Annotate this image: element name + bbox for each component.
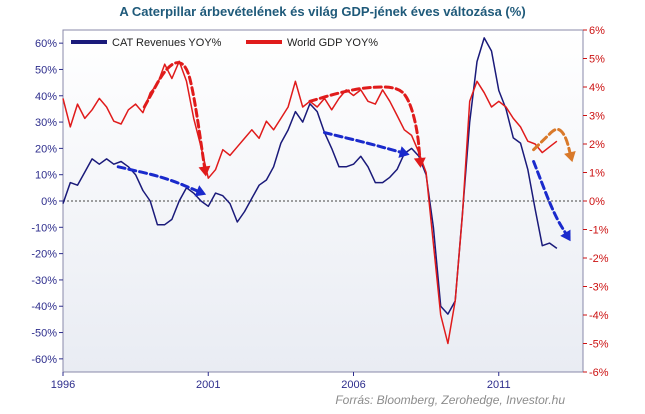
trend-arrowhead-1 bbox=[413, 157, 426, 168]
tick-label-right: 5% bbox=[589, 54, 605, 66]
trend-arrow-0 bbox=[142, 61, 207, 174]
tick-label-left: 20% bbox=[35, 143, 57, 155]
tick-label-right: 1% bbox=[589, 168, 605, 180]
tick-label-right: -1% bbox=[589, 225, 609, 237]
tick-label-left: -60% bbox=[31, 354, 57, 366]
trend-arrow-5 bbox=[532, 127, 573, 160]
tick-label-right: 0% bbox=[589, 196, 605, 208]
tick-label-right: 6% bbox=[589, 25, 605, 37]
trend-arrowhead-5 bbox=[564, 150, 576, 163]
tick-label-right: -4% bbox=[589, 310, 609, 322]
tick-label-right: 3% bbox=[589, 111, 605, 123]
tick-label-left: 50% bbox=[35, 64, 57, 76]
tick-label-left: 40% bbox=[35, 91, 57, 103]
trend-arrowhead-2 bbox=[194, 185, 207, 197]
tick-label-right: -6% bbox=[589, 367, 609, 379]
tick-label-right: -2% bbox=[589, 253, 609, 265]
legend: CAT Revenues YOY% World GDP YOY% bbox=[71, 37, 378, 49]
tick-label-left: -20% bbox=[31, 249, 57, 261]
trend-arrowhead-4 bbox=[560, 229, 571, 242]
tick-label-left: 60% bbox=[35, 38, 57, 50]
tick-label-right: 4% bbox=[589, 82, 605, 94]
tick-label-left: -30% bbox=[31, 275, 57, 287]
legend-label-gdp: World GDP YOY% bbox=[287, 37, 378, 49]
trend-arrow-3 bbox=[323, 131, 408, 156]
tick-label-left: -40% bbox=[31, 301, 57, 313]
tick-label-right: -5% bbox=[589, 339, 609, 351]
series-line-cat-revenues bbox=[62, 37, 558, 315]
source-note: Forrás: Bloomberg, Zerohedge, Investor.h… bbox=[335, 393, 565, 407]
tick-label-left: 10% bbox=[35, 170, 57, 182]
trend-arrow-1 bbox=[308, 85, 422, 166]
tick-label-left: 30% bbox=[35, 117, 57, 129]
tick-label-left: 0% bbox=[41, 196, 57, 208]
tick-label-right: -3% bbox=[589, 282, 609, 294]
legend-label-cat: CAT Revenues YOY% bbox=[112, 37, 222, 49]
tick-label-left: -50% bbox=[31, 328, 57, 340]
tick-label-left: -10% bbox=[31, 222, 57, 234]
tick-label-x: 2006 bbox=[341, 379, 365, 391]
chart-title: A Caterpillar árbevételének és világ GDP… bbox=[119, 4, 526, 19]
tick-label-right: 2% bbox=[589, 139, 605, 151]
tick-label-x: 2011 bbox=[487, 379, 511, 391]
trend-arrowhead-3 bbox=[398, 146, 410, 158]
trend-arrowhead-0 bbox=[198, 165, 211, 177]
trend-arrow-4 bbox=[532, 160, 570, 240]
tick-label-x: 2001 bbox=[196, 379, 220, 391]
tick-label-x: 1996 bbox=[51, 379, 75, 391]
trend-arrow-2 bbox=[116, 165, 204, 195]
